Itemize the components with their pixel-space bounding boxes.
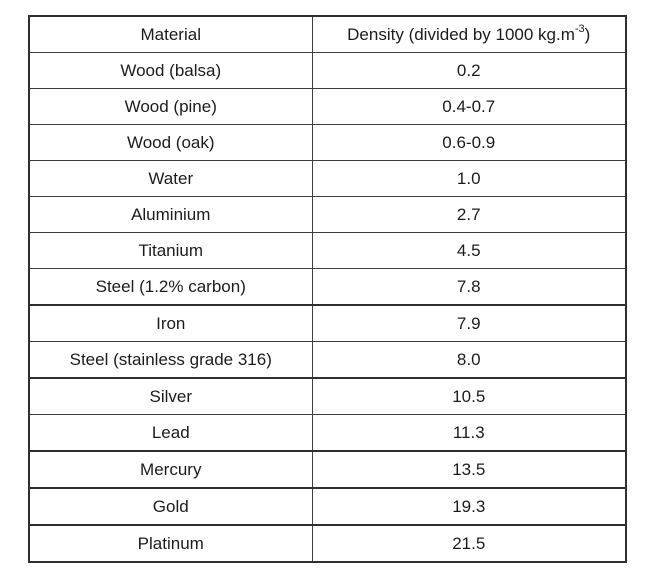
table-row: Mercury 13.5: [28, 450, 627, 489]
table-row: Wood (balsa) 0.2: [28, 52, 627, 89]
material-density-table: Material Density (divided by 1000 kg.m-3…: [28, 15, 627, 563]
density-cell: 13.5: [311, 450, 627, 489]
density-cell: 0.4-0.7: [311, 88, 627, 125]
density-cell: 0.6-0.9: [311, 124, 627, 161]
material-cell: Water: [28, 160, 313, 197]
density-cell: 11.3: [311, 414, 627, 452]
density-cell: 4.5: [311, 232, 627, 269]
material-cell: Mercury: [28, 450, 313, 489]
density-cell: 1.0: [311, 160, 627, 197]
density-cell: 21.5: [311, 524, 627, 563]
material-cell: Titanium: [28, 232, 313, 269]
density-cell: 19.3: [311, 487, 627, 526]
table-row: Lead 11.3: [28, 414, 627, 452]
material-cell: Aluminium: [28, 196, 313, 233]
table-row: Silver 10.5: [28, 377, 627, 415]
header-cell-material: Material: [28, 15, 313, 53]
table-row: Steel (stainless grade 316) 8.0: [28, 341, 627, 379]
header-cell-density: Density (divided by 1000 kg.m-3): [311, 15, 627, 53]
density-cell: 7.8: [311, 268, 627, 306]
table-row: Wood (pine) 0.4-0.7: [28, 88, 627, 125]
table-row: Wood (oak) 0.6-0.9: [28, 124, 627, 161]
material-cell: Iron: [28, 304, 313, 342]
table-row: Platinum 21.5: [28, 524, 627, 563]
header-density-text: Density (divided by 1000 kg.m: [347, 24, 575, 44]
material-cell: Silver: [28, 377, 313, 415]
header-density-superscript: -3: [574, 22, 585, 35]
table-row: Water 1.0: [28, 160, 627, 197]
material-cell: Steel (stainless grade 316): [28, 341, 313, 379]
density-cell: 2.7: [311, 196, 627, 233]
material-cell: Platinum: [28, 524, 313, 563]
density-cell: 0.2: [311, 52, 627, 89]
material-cell: Lead: [28, 414, 313, 452]
header-row: Material Density (divided by 1000 kg.m-3…: [28, 15, 627, 53]
density-cell: 7.9: [311, 304, 627, 342]
density-cell: 8.0: [311, 341, 627, 379]
material-cell: Gold: [28, 487, 313, 526]
header-density-close-paren: ): [584, 24, 591, 44]
material-cell: Wood (oak): [28, 124, 313, 161]
table-row: Gold 19.3: [28, 487, 627, 526]
density-cell: 10.5: [311, 377, 627, 415]
table-row: Steel (1.2% carbon) 7.8: [28, 268, 627, 306]
table-row: Titanium 4.5: [28, 232, 627, 269]
material-cell: Steel (1.2% carbon): [28, 268, 313, 306]
material-cell: Wood (pine): [28, 88, 313, 125]
table-row: Aluminium 2.7: [28, 196, 627, 233]
material-cell: Wood (balsa): [28, 52, 313, 89]
table-row: Iron 7.9: [28, 304, 627, 342]
